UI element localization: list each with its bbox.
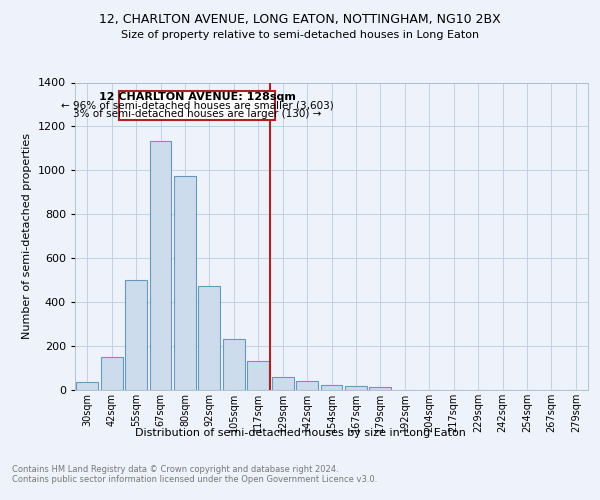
Bar [345,386,367,390]
Text: Distribution of semi-detached houses by size in Long Eaton: Distribution of semi-detached houses by … [134,428,466,438]
Text: 12 CHARLTON AVENUE: 128sqm: 12 CHARLTON AVENUE: 128sqm [99,92,296,102]
Text: 12, CHARLTON AVENUE, LONG EATON, NOTTINGHAM, NG10 2BX: 12, CHARLTON AVENUE, LONG EATON, NOTTING… [99,12,501,26]
Bar [296,381,318,390]
Text: ← 96% of semi-detached houses are smaller (3,603): ← 96% of semi-detached houses are smalle… [61,100,334,110]
Bar [149,140,172,390]
Text: Contains HM Land Registry data © Crown copyright and database right 2024.
Contai: Contains HM Land Registry data © Crown c… [12,465,377,484]
Y-axis label: Number of semi-detached properties: Number of semi-detached properties [22,133,32,339]
Bar [247,362,269,390]
Bar [320,384,343,390]
Bar [370,388,391,390]
Bar [272,377,293,390]
Bar [119,92,275,120]
Bar [101,357,122,390]
Text: Size of property relative to semi-detached houses in Long Eaton: Size of property relative to semi-detach… [121,30,479,40]
Bar [125,280,147,390]
Bar [174,176,196,390]
Bar [199,286,220,390]
Text: 3% of semi-detached houses are larger (130) →: 3% of semi-detached houses are larger (1… [73,109,322,119]
Bar [76,382,98,390]
Bar [223,340,245,390]
